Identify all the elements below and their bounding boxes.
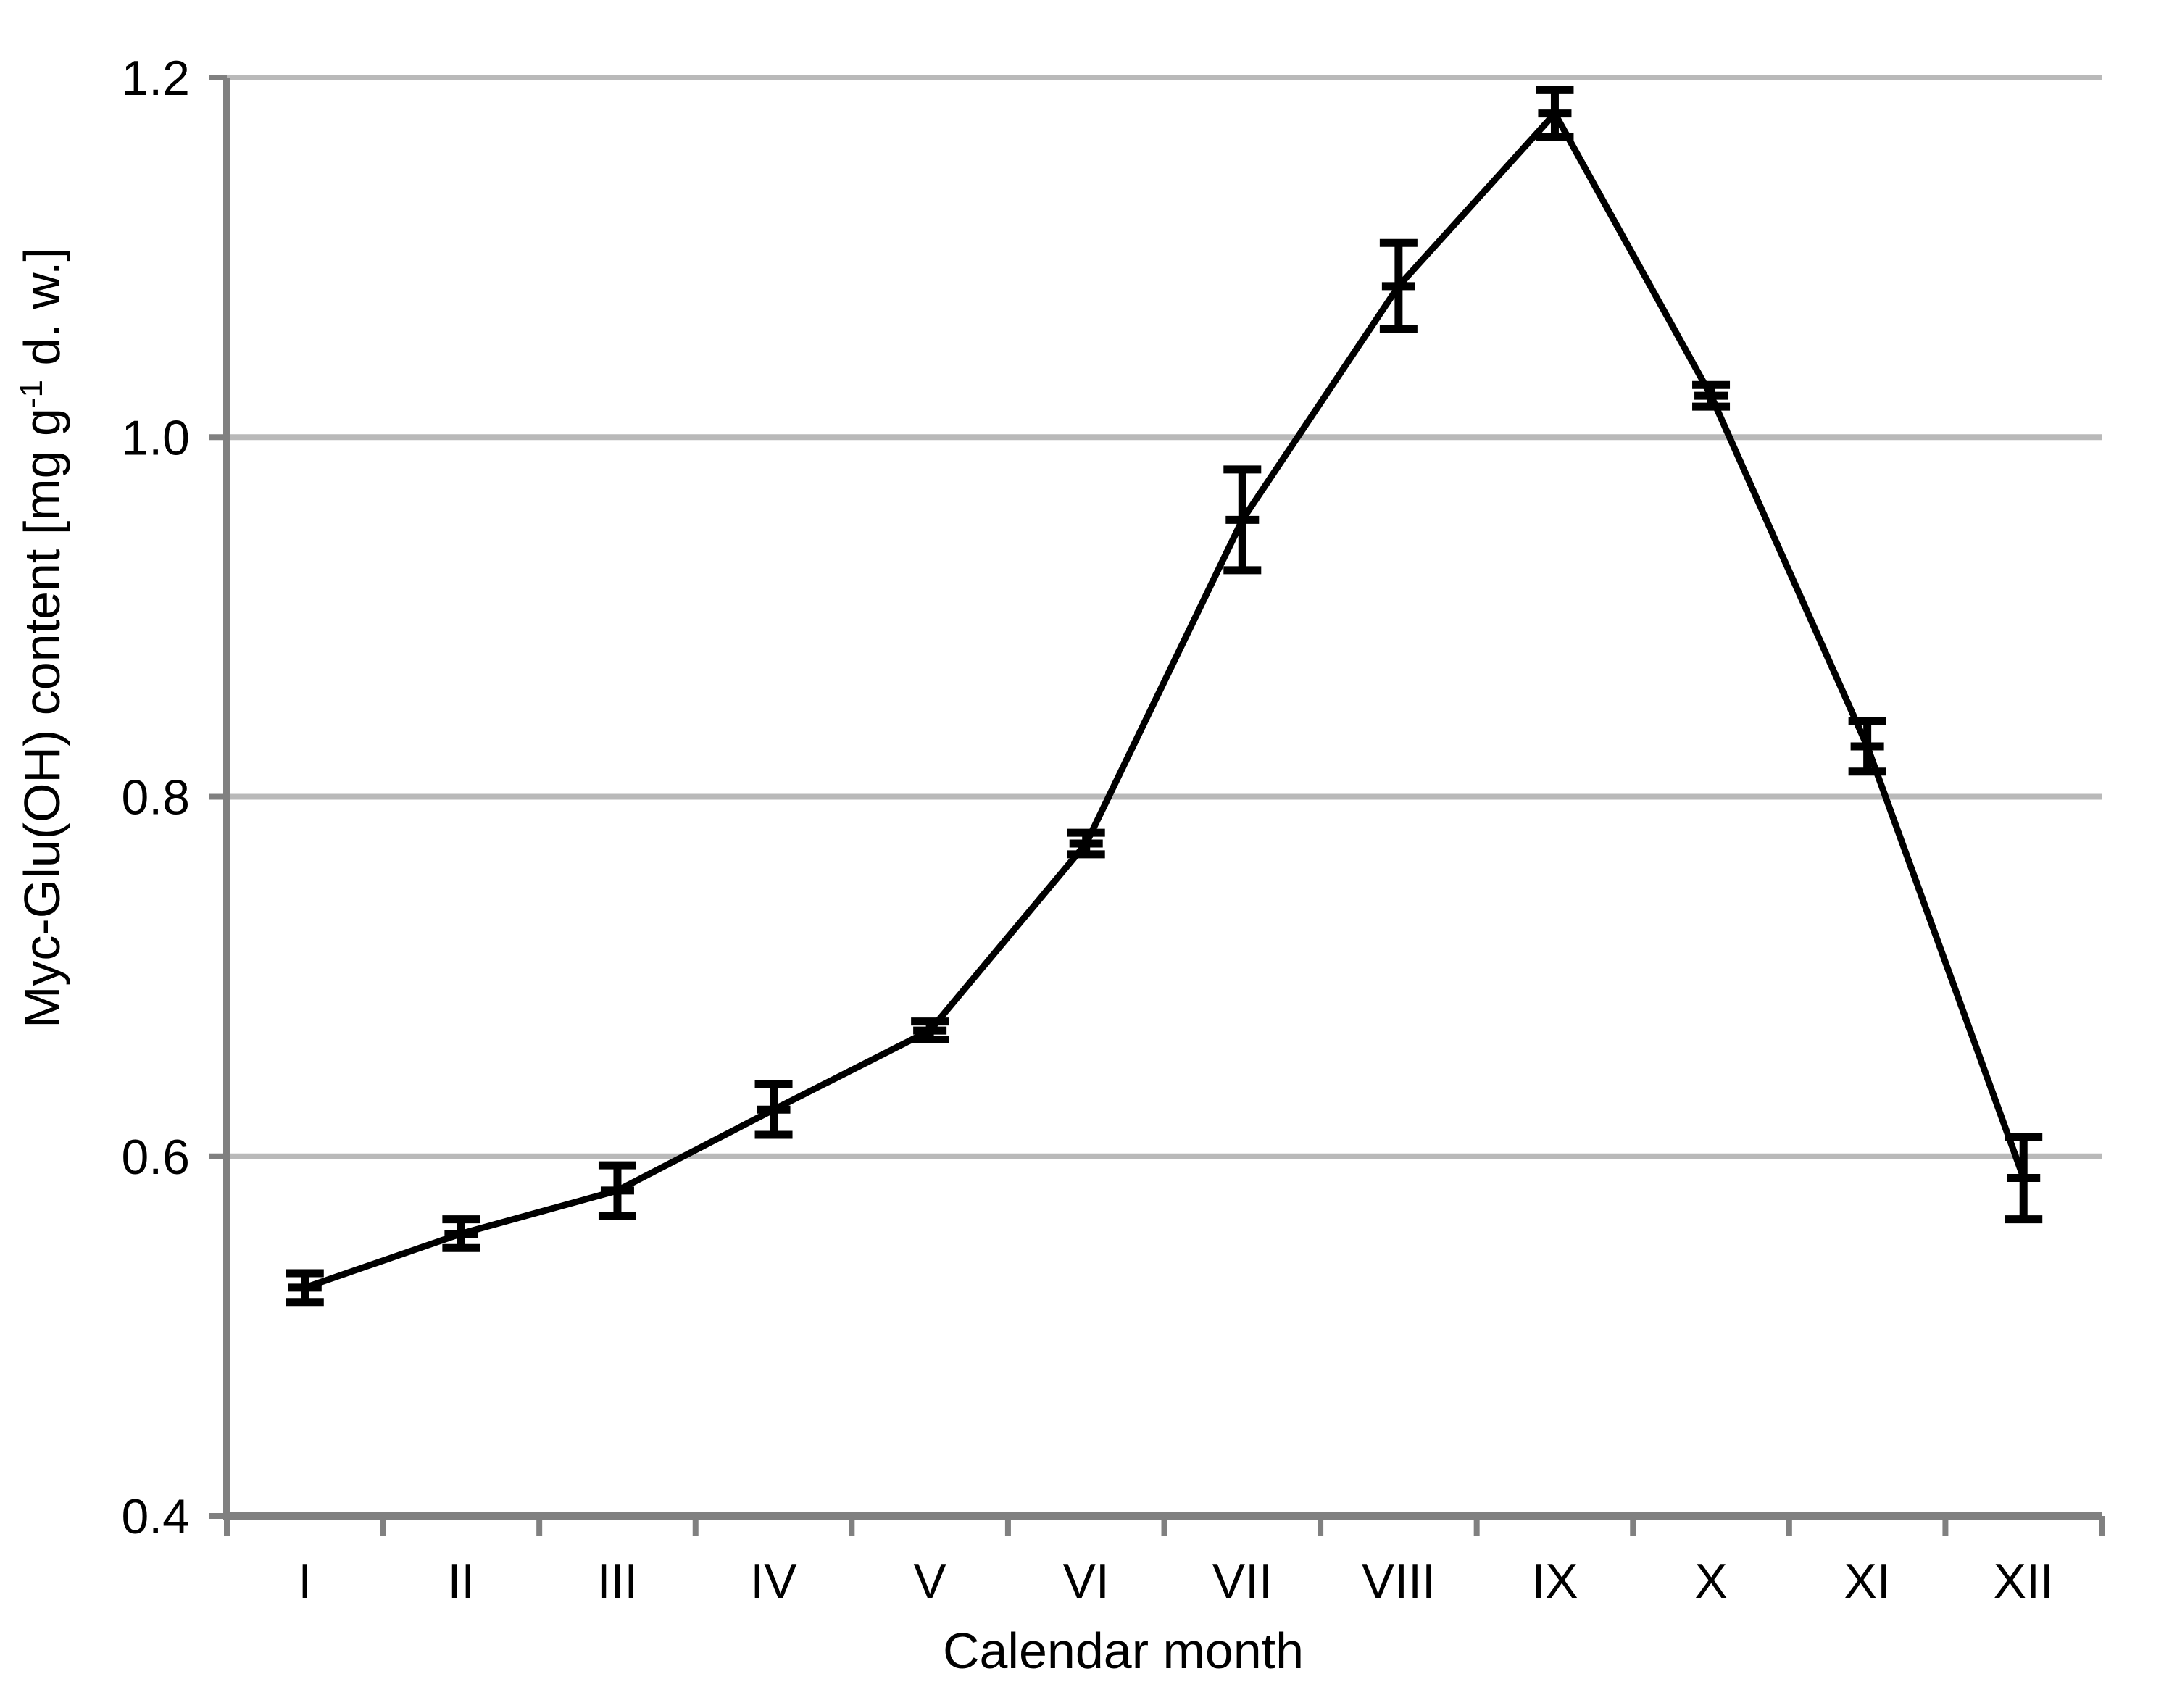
y-tick-label: 1.0 (121, 410, 190, 465)
y-tick-label: 0.4 (121, 1489, 190, 1544)
chart-plot-area: 0.40.60.81.01.2I II III IV V VI VII VIII IX X XI XI… (121, 51, 2105, 1609)
x-category-label: VI (1063, 1554, 1110, 1609)
x-category-label: X (1694, 1554, 1727, 1609)
x-category-label: IX (1531, 1554, 1578, 1609)
y-axis-title: Myc-Glu(OH) content [mg g-1 d. w.] (14, 247, 70, 1028)
y-axis-title-post: d. w.] (14, 247, 70, 380)
y-tick-label: 0.8 (121, 770, 190, 825)
series-line (304, 107, 2027, 1291)
x-category-label: XII (1994, 1554, 2054, 1609)
x-category-label: I (298, 1554, 312, 1609)
y-axis-title-superscript: -1 (14, 380, 49, 408)
x-category-label: XI (1844, 1554, 1891, 1609)
x-category-label: VII (1212, 1554, 1273, 1609)
x-category-label: III (597, 1554, 638, 1609)
y-axis-title-pre: Myc-Glu(OH) content [mg g (14, 408, 70, 1028)
x-axis-title: Calendar month (943, 1622, 1304, 1679)
x-category-label: VIII (1362, 1554, 1436, 1609)
y-tick-label: 1.2 (121, 51, 190, 106)
x-category-label: II (447, 1554, 475, 1609)
x-category-label: V (913, 1554, 946, 1609)
y-tick-label: 0.6 (121, 1130, 190, 1185)
x-category-label: IV (750, 1554, 797, 1609)
